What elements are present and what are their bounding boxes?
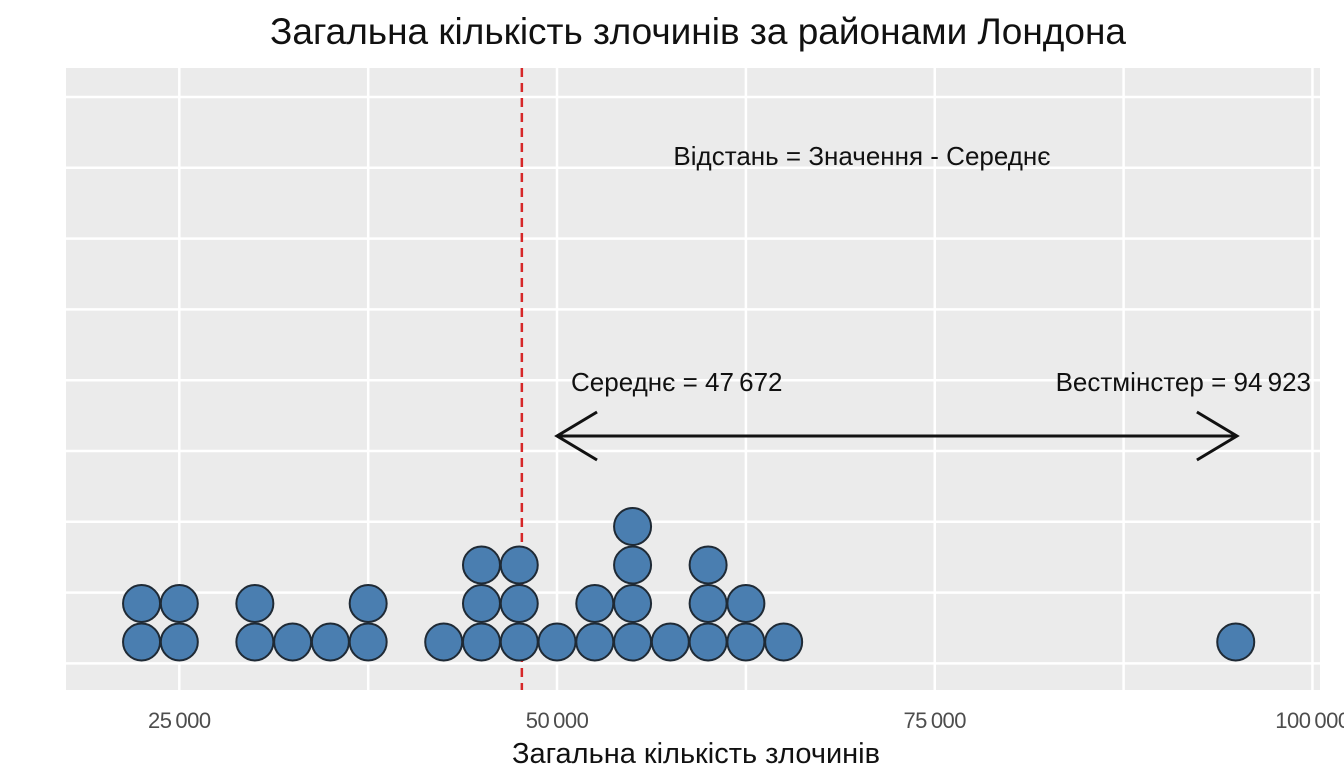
data-dot xyxy=(537,622,577,662)
data-dot xyxy=(650,622,690,662)
data-dot xyxy=(1216,622,1256,662)
data-dot xyxy=(613,584,653,623)
mean-annotation: Середнє = 47 672 xyxy=(571,367,783,397)
x-tick-label: 75 000 xyxy=(903,708,966,733)
data-dot xyxy=(499,545,539,585)
distance-arrow xyxy=(554,410,1240,462)
data-dot xyxy=(688,622,728,662)
x-tick-label: 50 000 xyxy=(526,708,589,733)
data-dot xyxy=(122,584,162,623)
data-dot xyxy=(575,622,615,662)
formula-annotation: Відстань = Значення - Середнє xyxy=(673,141,1050,171)
x-tick-labels: 25 000 50 000 75 000 100 000 xyxy=(148,708,1344,733)
data-dot xyxy=(348,584,388,623)
data-dot xyxy=(424,622,464,662)
data-dot xyxy=(613,507,653,546)
x-axis-title: Загальна кількість злочинів xyxy=(512,738,880,770)
data-dot xyxy=(461,545,501,585)
data-dot xyxy=(461,584,501,623)
data-dot xyxy=(726,622,766,662)
dots xyxy=(122,507,1256,662)
data-dot xyxy=(235,584,275,623)
data-dot xyxy=(613,622,653,662)
data-dot xyxy=(688,545,728,585)
data-dot xyxy=(613,545,653,585)
x-tick-label: 25 000 xyxy=(148,708,211,733)
data-dot xyxy=(499,584,539,623)
data-dot xyxy=(122,622,162,662)
data-dot xyxy=(310,622,350,662)
data-dot xyxy=(159,584,199,623)
outlier-annotation: Вестмінстер = 94 923 xyxy=(1056,367,1311,397)
data-dot xyxy=(235,622,275,662)
data-dot xyxy=(348,622,388,662)
data-dot xyxy=(575,584,615,623)
data-dot xyxy=(688,584,728,623)
x-tick-label: 100 000 xyxy=(1275,708,1344,733)
data-dot xyxy=(764,622,804,662)
arrow-head-right xyxy=(1196,410,1240,462)
data-dot xyxy=(499,622,539,662)
data-dot xyxy=(159,622,199,662)
arrow-head-left xyxy=(554,410,598,462)
data-dot xyxy=(273,622,313,662)
data-dot xyxy=(726,584,766,623)
chart-title: Загальна кількість злочинів за районами … xyxy=(270,11,1126,52)
data-dot xyxy=(461,622,501,662)
